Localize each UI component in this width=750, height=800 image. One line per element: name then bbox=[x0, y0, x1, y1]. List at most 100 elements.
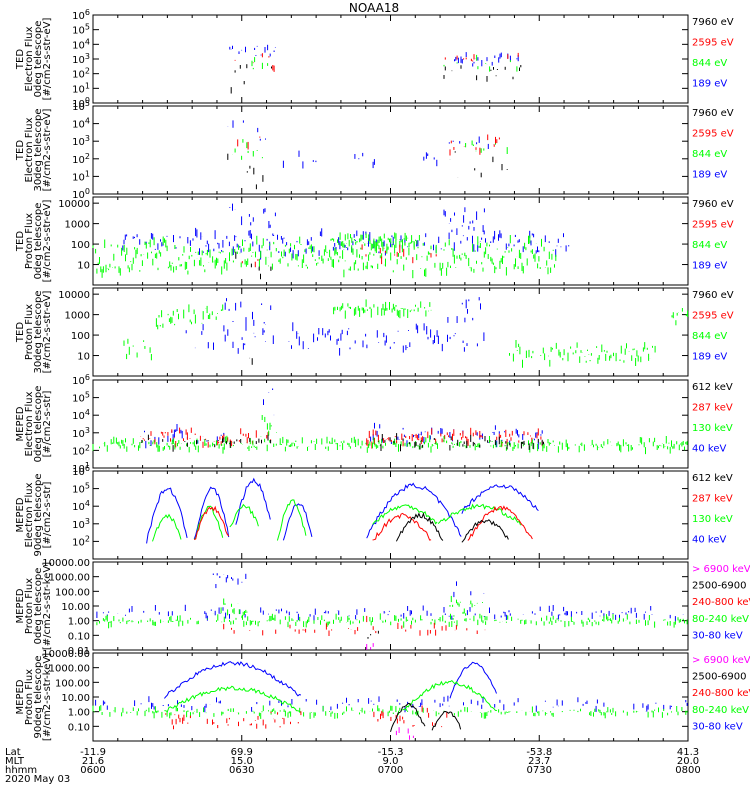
series-green bbox=[92, 415, 688, 455]
data-mark bbox=[146, 487, 188, 544]
footer-row-label: MLT bbox=[5, 756, 25, 767]
legend-entry: 7960 eV bbox=[692, 199, 734, 210]
y-tick-label: 101 bbox=[72, 169, 90, 183]
y-tick-label: 106 bbox=[72, 373, 90, 387]
series-green bbox=[232, 139, 508, 160]
data-mark bbox=[390, 702, 426, 732]
series-green bbox=[123, 299, 689, 368]
footer-mlt: 23.7 bbox=[528, 756, 550, 767]
y-tick-label: 100 bbox=[71, 331, 90, 342]
y-tick-label: 100 bbox=[72, 187, 90, 201]
y-axis-label: MEPEDElectron Flux90deg telescope[#/cm2-… bbox=[15, 473, 53, 556]
y-tick-label: 105 bbox=[72, 23, 90, 37]
y-tick-label: 100.00 bbox=[55, 678, 90, 689]
series-red bbox=[223, 615, 486, 636]
y-tick-label: 1000 bbox=[65, 220, 90, 231]
y-tick-label: 103 bbox=[72, 134, 90, 148]
y-axis-label: TEDProton Flux0deg telescope[#/cm2-s-str… bbox=[15, 200, 53, 283]
y-tick-label: 1000 bbox=[65, 311, 90, 322]
y-tick-label: 10.00 bbox=[61, 602, 90, 613]
footer-hhmm: 0730 bbox=[527, 765, 552, 776]
series-magenta bbox=[395, 727, 414, 740]
data-mark bbox=[437, 503, 522, 526]
legend-entry: 2500-6900 bbox=[692, 672, 747, 683]
y-tick-label: 105 bbox=[72, 391, 90, 405]
y-tick-label: 0.10 bbox=[68, 631, 90, 642]
legend-entry: 130 keV bbox=[692, 423, 733, 434]
data-mark bbox=[461, 519, 509, 543]
data-mark bbox=[372, 512, 432, 541]
data-mark bbox=[461, 484, 539, 514]
footer-mlt: 20.0 bbox=[677, 756, 699, 767]
y-tick-label: 106 bbox=[72, 464, 90, 478]
y-tick-label: 10000.00 bbox=[42, 558, 90, 569]
panel-meped-e-90: 102 103 104 105 106 MEPEDElectron Flux90deg t… bbox=[15, 464, 733, 560]
data-mark bbox=[282, 503, 313, 541]
series-blue bbox=[96, 573, 684, 622]
panel-frame bbox=[92, 287, 689, 377]
panel-ted-p-0: 10 100 1000 10000 TEDProton Flux0deg telesco… bbox=[15, 196, 734, 286]
y-tick-label: 100 bbox=[71, 240, 90, 251]
legend-entry: 189 eV bbox=[692, 169, 727, 180]
y-tick-label: 104 bbox=[72, 37, 90, 51]
y-tick-label: 106 bbox=[72, 8, 90, 22]
legend-entry: 240-800 keV bbox=[692, 688, 750, 699]
series-black bbox=[390, 702, 462, 732]
y-tick-label: 105 bbox=[72, 482, 90, 496]
y-tick-label: 100.00 bbox=[55, 587, 90, 598]
legend-entry: 189 eV bbox=[692, 78, 727, 89]
legend-entry: 40 keV bbox=[692, 443, 726, 454]
series-black bbox=[227, 151, 508, 190]
legend-entry: 2595 eV bbox=[692, 37, 734, 48]
y-tick-label: 10 bbox=[77, 261, 90, 272]
y-tick-label: 100 bbox=[72, 96, 90, 110]
data-mark bbox=[164, 685, 302, 713]
data-mark bbox=[449, 661, 497, 699]
series-blue bbox=[122, 203, 570, 260]
series-black bbox=[367, 630, 379, 639]
legend-entry: 189 eV bbox=[692, 260, 727, 271]
data-mark bbox=[229, 503, 259, 528]
series-green bbox=[92, 232, 557, 279]
legend-entry: 189 eV bbox=[692, 351, 727, 362]
panel-frame bbox=[92, 561, 689, 651]
series-blue bbox=[227, 120, 494, 169]
y-tick-label: 104 bbox=[72, 117, 90, 131]
y-tick-label: 10000 bbox=[58, 290, 90, 301]
legend-entry: 130 keV bbox=[692, 514, 733, 525]
y-axis-label: MEPEDProton Flux0deg telescope[#/cm2-s-s… bbox=[15, 562, 53, 650]
panel-ted-p-30: 10 100 1000 10000 TEDProton Flux30deg telesc… bbox=[15, 287, 734, 377]
data-mark bbox=[164, 661, 302, 699]
footer-lat: 69.9 bbox=[231, 747, 253, 758]
footer-row-label: Lat bbox=[5, 747, 21, 758]
legend-entry: 7960 eV bbox=[692, 108, 734, 119]
y-tick-label: 103 bbox=[72, 426, 90, 440]
series-blue bbox=[229, 44, 519, 67]
footer-lat: -15.3 bbox=[378, 747, 404, 758]
y-axis-label: MEPEDProton Flux90deg telescope[#/cm2-s-… bbox=[15, 653, 53, 741]
series-black bbox=[230, 64, 522, 94]
series-red bbox=[241, 244, 437, 268]
footer-mlt: 15.0 bbox=[231, 756, 253, 767]
legend-entry: 2595 eV bbox=[692, 128, 734, 139]
data-mark bbox=[193, 486, 230, 540]
data-mark bbox=[276, 499, 307, 541]
footer-mlt: 21.6 bbox=[82, 756, 104, 767]
footer-lat: -11.9 bbox=[80, 747, 106, 758]
y-axis-label: TEDElectron Flux0deg telescope[#/cm2-s-s… bbox=[15, 18, 53, 101]
data-mark bbox=[193, 505, 224, 540]
legend-entry: 30-80 keV bbox=[692, 630, 743, 641]
footer-hhmm: 0800 bbox=[675, 765, 700, 776]
legend-entry: > 6900 keV bbox=[692, 655, 750, 666]
series-red bbox=[193, 505, 533, 541]
data-mark bbox=[372, 504, 438, 525]
legend-entry: 2595 eV bbox=[692, 310, 734, 321]
legend-entry: 7960 eV bbox=[692, 17, 734, 28]
series-black bbox=[395, 512, 509, 543]
series-blue bbox=[185, 297, 485, 356]
series-green bbox=[251, 54, 518, 72]
series-blue bbox=[144, 388, 543, 450]
legend-entry: 844 eV bbox=[692, 240, 727, 251]
